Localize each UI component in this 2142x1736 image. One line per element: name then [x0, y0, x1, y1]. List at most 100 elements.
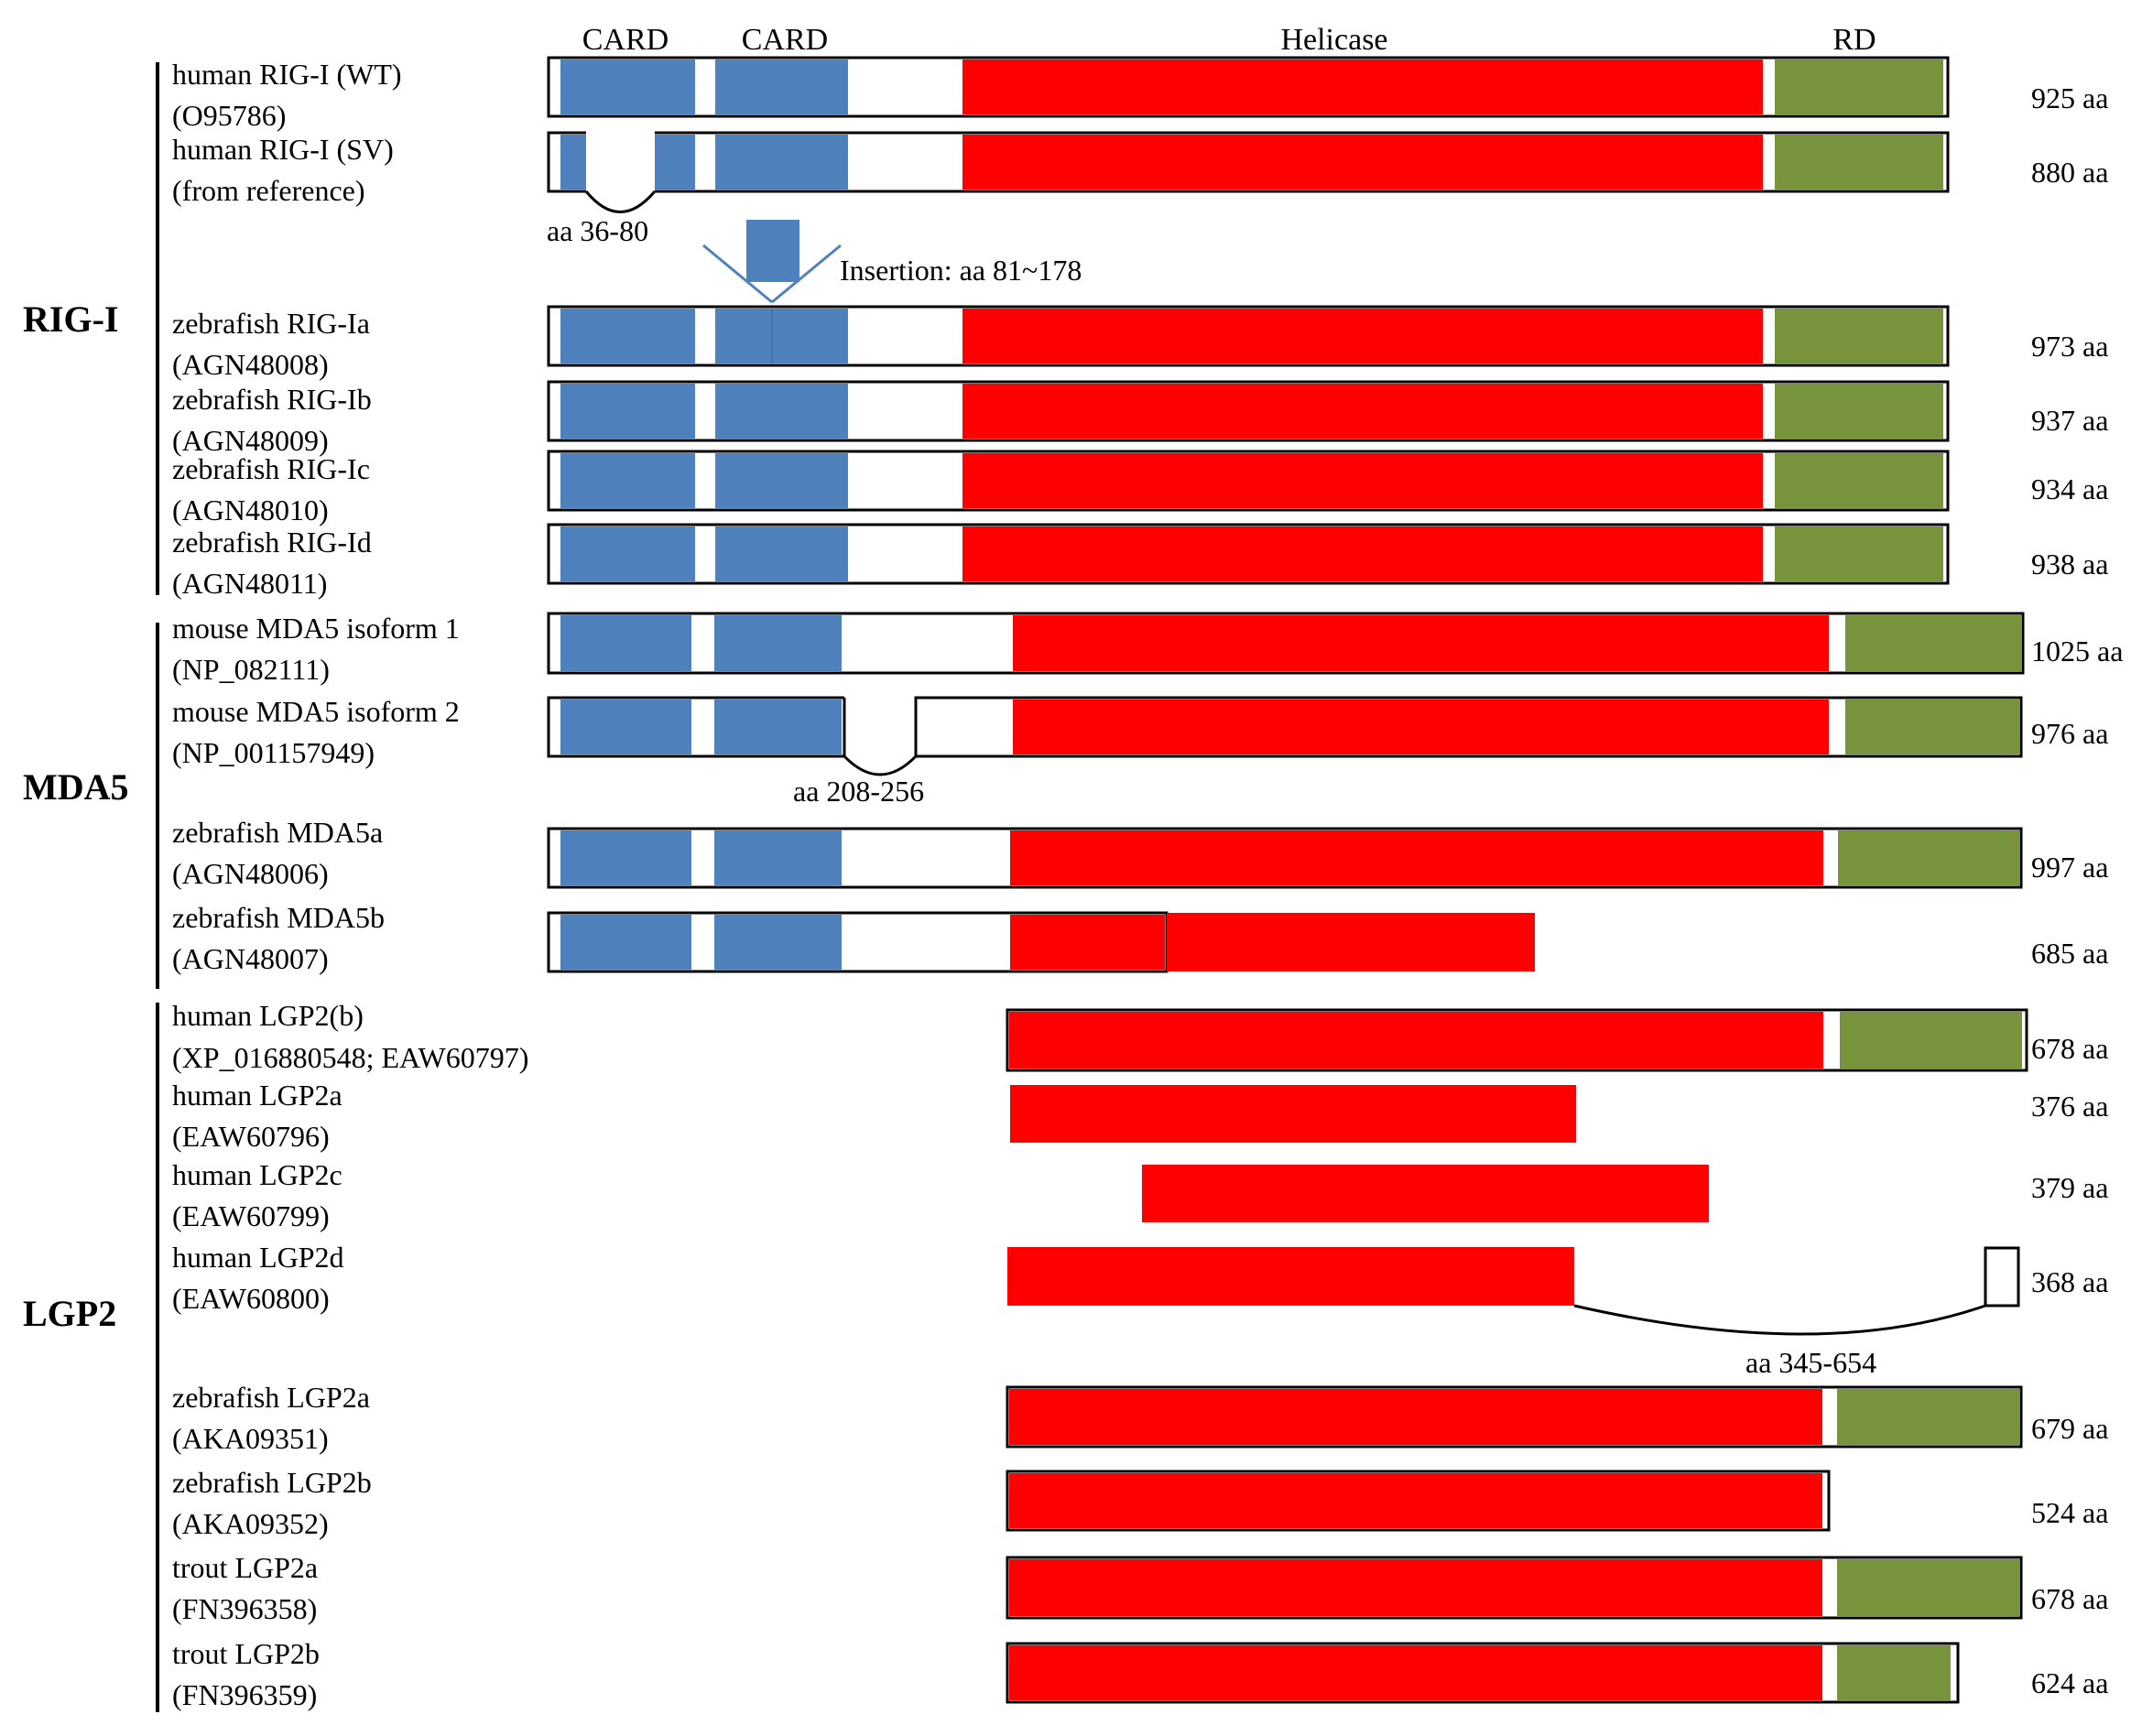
- rd-domain: [1775, 60, 1943, 114]
- group-label-mda5: MDA5: [23, 766, 129, 808]
- helicase-domain: [1007, 1247, 1574, 1306]
- rd-domain: [1775, 384, 1943, 439]
- card-domain: [560, 309, 695, 363]
- card-domain: [560, 60, 695, 114]
- rd-domain: [1775, 453, 1943, 508]
- card-domain: [560, 615, 691, 671]
- protein-accession: (XP_016880548; EAW60797): [172, 1041, 528, 1074]
- protein-name: trout LGP2a: [172, 1551, 318, 1584]
- protein-accession: (O95786): [172, 99, 286, 132]
- helicase-domain: [1009, 1012, 1823, 1069]
- protein-length: 524 aa: [2031, 1496, 2108, 1529]
- insertion-marker: Insertion: aa 81~178: [702, 220, 1082, 304]
- protein-name: trout LGP2b: [172, 1637, 320, 1670]
- protein-row-mda5-zf-a: zebrafish MDA5a (AGN48006) 997 aa: [172, 816, 2108, 890]
- protein-accession: (EAW60800): [172, 1282, 330, 1315]
- card-domain: [560, 700, 691, 754]
- rd-domain: [1837, 1389, 2019, 1445]
- protein-name: human LGP2c: [172, 1158, 343, 1191]
- protein-row-lgp2-human-c: human LGP2c (EAW60799) 379 aa: [172, 1158, 2108, 1232]
- card-domain: [715, 60, 848, 114]
- protein-row-rigi-human-wt: human RIG-I (WT) (O95786) 925 aa: [172, 56, 2108, 132]
- group-label-lgp2: LGP2: [23, 1293, 116, 1334]
- deletion-label: aa 208-256: [793, 775, 924, 808]
- card-domain: [714, 915, 842, 970]
- card-domain: [714, 615, 842, 671]
- deletion-connector: [584, 190, 657, 213]
- helicase-domain-truncated: [1167, 913, 1535, 971]
- card-domain: [560, 526, 695, 581]
- protein-accession: (AKA09351): [172, 1422, 329, 1455]
- protein-length: 368 aa: [2031, 1265, 2108, 1298]
- rd-domain: [1838, 830, 2019, 885]
- helicase-domain: [1010, 1085, 1576, 1143]
- rd-domain: [1845, 700, 2019, 754]
- protein-accession: (AGN48009): [172, 424, 329, 457]
- helicase-domain: [962, 526, 1763, 581]
- card-domain: [560, 453, 695, 508]
- protein-length: 376 aa: [2031, 1090, 2108, 1123]
- header-card-2: CARD: [742, 23, 828, 57]
- protein-row-rigi-zf-b: zebrafish RIG-Ib (AGN48009) 937 aa: [172, 380, 2108, 457]
- header-helicase: Helicase: [1280, 23, 1387, 57]
- helicase-domain: [962, 135, 1763, 190]
- protein-accession: (EAW60799): [172, 1199, 330, 1232]
- protein-length: 938 aa: [2031, 548, 2108, 580]
- rd-domain: [1845, 615, 2021, 671]
- protein-row-lgp2-human-d: human LGP2d (EAW60800) aa 345-654 368 aa: [172, 1241, 2108, 1379]
- protein-length: 379 aa: [2031, 1171, 2108, 1204]
- protein-length: 937 aa: [2031, 404, 2108, 437]
- protein-accession: (AGN48006): [172, 857, 329, 890]
- c-terminal-fragment: [1984, 1246, 2020, 1307]
- protein-row-lgp2-zf-a: zebrafish LGP2a (AKA09351) 679 aa: [172, 1381, 2108, 1455]
- protein-length: 1025 aa: [2031, 635, 2123, 667]
- helicase-domain: [1013, 615, 1829, 671]
- protein-name: mouse MDA5 isoform 1: [172, 612, 460, 645]
- card-domain: [714, 700, 842, 754]
- protein-length: 880 aa: [2031, 156, 2108, 189]
- protein-row-lgp2-human-a: human LGP2a (EAW60796) 376 aa: [172, 1079, 2108, 1153]
- protein-accession: (EAW60796): [172, 1120, 330, 1153]
- header-rd: RD: [1832, 23, 1876, 57]
- helicase-domain: [1142, 1165, 1709, 1222]
- helicase-domain: [1009, 1473, 1822, 1528]
- protein-row-lgp2-human-b: human LGP2(b) (XP_016880548; EAW60797) 6…: [172, 999, 2108, 1074]
- protein-name: zebrafish LGP2a: [172, 1381, 370, 1414]
- protein-length: 624 aa: [2031, 1666, 2108, 1699]
- protein-name: zebrafish RIG-Ib: [172, 383, 372, 416]
- protein-row-rigi-zf-c: zebrafish RIG-Ic (AGN48010) 934 aa: [172, 450, 2108, 526]
- protein-row-rigi-zf-a: zebrafish RIG-Ia (AGN48008) 973 aa: [172, 305, 2108, 381]
- protein-accession: (FN396358): [172, 1592, 317, 1625]
- helicase-domain: [1009, 1389, 1822, 1445]
- protein-length: 678 aa: [2031, 1032, 2108, 1065]
- helicase-domain: [962, 309, 1763, 363]
- protein-accession: (NP_082111): [172, 653, 330, 686]
- card-domain: [715, 135, 848, 190]
- protein-accession: (AGN48011): [172, 567, 327, 600]
- helicase-domain: [1009, 1645, 1822, 1700]
- protein-name: zebrafish MDA5b: [172, 901, 385, 934]
- rd-domain: [1837, 1559, 2019, 1616]
- group-label-rigi: RIG-I: [23, 298, 118, 340]
- protein-length: 973 aa: [2031, 330, 2108, 363]
- helicase-domain: [1010, 915, 1165, 970]
- insertion-block: [746, 220, 799, 282]
- card-domain: [560, 384, 695, 439]
- deletion-connector: [843, 754, 918, 776]
- card-domain: [715, 384, 848, 439]
- protein-length: 685 aa: [2031, 937, 2108, 970]
- protein-name: human LGP2(b): [172, 999, 364, 1032]
- protein-length: 679 aa: [2031, 1412, 2108, 1445]
- protein-name: human RIG-I (SV): [172, 133, 394, 166]
- protein-name: zebrafish RIG-Id: [172, 526, 372, 559]
- insertion-label: Insertion: aa 81~178: [840, 254, 1082, 287]
- card-domain: [714, 830, 842, 885]
- card-domain: [715, 526, 848, 581]
- protein-name: human LGP2d: [172, 1241, 344, 1274]
- card-domain: [560, 915, 691, 970]
- protein-length: 997 aa: [2031, 851, 2108, 884]
- protein-accession: (AGN48007): [172, 942, 329, 975]
- protein-row-mda5-mouse-2: mouse MDA5 isoform 2 (NP_001157949) aa 2…: [172, 695, 2108, 808]
- protein-name: human LGP2a: [172, 1079, 343, 1112]
